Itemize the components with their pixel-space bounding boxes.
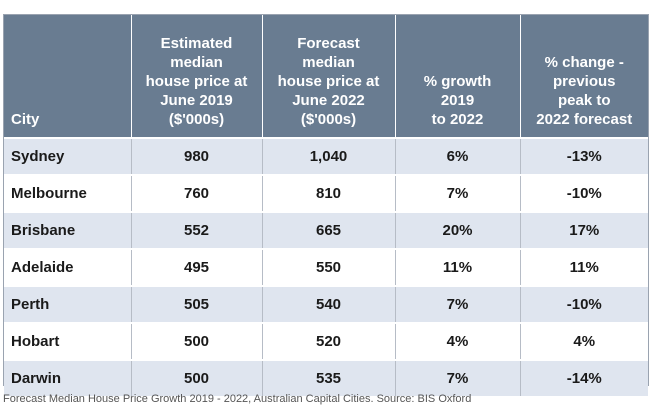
city-cell: Melbourne (4, 174, 131, 212)
value-cell: 535 (261, 359, 395, 396)
table-row: Perth 505 540 7% -10% (4, 285, 648, 323)
price-table: City Estimated median house price at June 20… (4, 15, 648, 396)
value-cell: 980 (130, 137, 262, 175)
table-row: Hobart 500 520 4% 4% (4, 322, 648, 360)
column-header-line: 2019 (440, 92, 475, 109)
value-cell: 7% (394, 285, 520, 323)
value-cell: -14% (519, 359, 648, 396)
column-header-4: % change - previous peak to 2022 forecast (519, 15, 648, 138)
column-header-line: median (170, 54, 223, 71)
column-header-line: previous (552, 73, 616, 90)
column-header-3: % growth 2019 to 2022 (394, 15, 520, 138)
table-row: Brisbane 552 665 20% 17% (4, 211, 648, 249)
city-cell: Adelaide (4, 248, 131, 286)
column-header-line: % growth (423, 73, 492, 90)
value-cell: -10% (519, 174, 648, 212)
table-row: Sydney 980 1,040 6% -13% (4, 137, 648, 175)
value-cell: 6% (394, 137, 520, 175)
value-cell: 665 (261, 211, 395, 249)
table-row: Darwin 500 535 7% -14% (4, 359, 648, 396)
value-cell: 760 (130, 174, 262, 212)
column-header-line: Estimated (160, 35, 233, 52)
value-cell: 540 (261, 285, 395, 323)
value-cell: -13% (519, 137, 648, 175)
value-cell: 20% (394, 211, 520, 249)
value-cell: -10% (519, 285, 648, 323)
header-row: City Estimated median house price at June 20… (4, 15, 648, 138)
city-cell: Brisbane (4, 211, 131, 249)
value-cell: 495 (130, 248, 262, 286)
city-cell: Perth (4, 285, 131, 323)
column-header-line: % change - (544, 54, 624, 71)
value-cell: 810 (261, 174, 395, 212)
column-header-0: City (4, 15, 131, 138)
column-header-line: June 2022 (292, 92, 365, 109)
value-cell: 4% (519, 322, 648, 360)
table-row: Adelaide 495 550 11% 11% (4, 248, 648, 286)
value-cell: 11% (394, 248, 520, 286)
column-header-2: Forecast median house price at June 2022 ($'… (261, 15, 395, 138)
value-cell: 17% (519, 211, 648, 249)
price-table-frame: City Estimated median house price at June 20… (3, 14, 649, 396)
value-cell: 1,040 (261, 137, 395, 175)
column-header-line: to 2022 (431, 111, 484, 128)
column-header-line: June 2019 (160, 92, 233, 109)
value-cell: 505 (130, 285, 262, 323)
value-cell: 7% (394, 174, 520, 212)
value-cell: 4% (394, 322, 520, 360)
column-header-line: house price at (145, 73, 248, 90)
value-cell: 552 (130, 211, 262, 249)
column-header-line: City (11, 111, 40, 128)
value-cell: 11% (519, 248, 648, 286)
value-cell: 500 (130, 359, 262, 396)
column-header-line: house price at (277, 73, 380, 90)
city-cell: Sydney (4, 137, 131, 175)
column-header-line: ($'000s) (168, 111, 225, 128)
column-header-line: peak to (557, 92, 611, 109)
table-row: Melbourne 760 810 7% -10% (4, 174, 648, 212)
column-header-1: Estimated median house price at June 2019 ($… (130, 15, 262, 138)
column-header-line: 2022 forecast (536, 111, 633, 128)
column-header-line: ($'000s) (300, 111, 357, 128)
column-header-line: Forecast (297, 35, 360, 52)
value-cell: 500 (130, 322, 262, 360)
value-cell: 520 (261, 322, 395, 360)
table-body: Sydney 980 1,040 6% -13% Melbourne 760 810 7% -10… (4, 137, 648, 396)
value-cell: 550 (261, 248, 395, 286)
column-header-line: median (302, 54, 355, 71)
city-cell: Darwin (4, 359, 131, 396)
city-cell: Hobart (4, 322, 131, 360)
table-header: City Estimated median house price at June 20… (4, 15, 648, 138)
table-caption: Forecast Median House Price Growth 2019 … (3, 393, 472, 405)
value-cell: 7% (394, 359, 520, 396)
